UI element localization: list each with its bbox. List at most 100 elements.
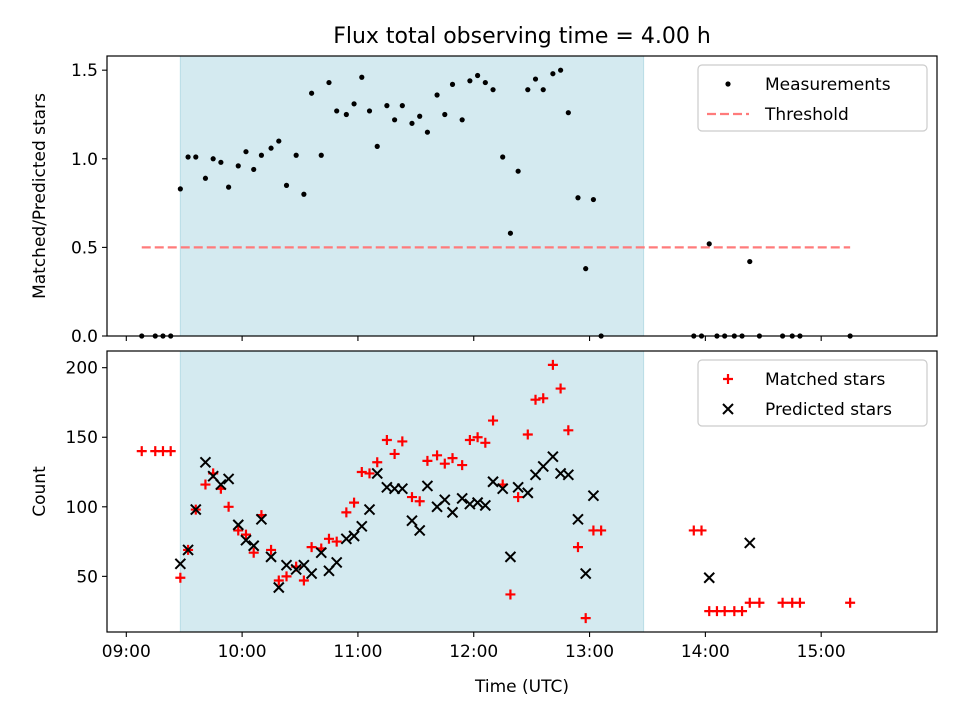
predicted-star-point [487,476,499,488]
measurement-point [268,145,274,151]
matched-star-point [364,468,375,479]
legend: Matched stars Predicted stars [697,359,928,427]
legend-label: Threshold [764,105,849,125]
x-tick-label: 14:00 [681,642,730,662]
matched-star-point [563,425,574,436]
predicted-star-point [330,556,343,569]
plot-frame [106,55,938,337]
matched-star-point [530,394,541,405]
measurement-point [343,111,349,118]
x-tick-label: 15:00 [797,642,846,662]
measurement-point [459,117,465,123]
predicted-star-point [315,547,327,559]
legend-box [697,359,928,427]
predicted-star-point [522,487,534,499]
predicted-star-point [255,513,268,526]
predicted-star-point [247,540,260,552]
measurement-point [334,108,340,114]
predicted-star-point [471,496,484,509]
predicted-star-point [199,456,212,468]
observing-window-band [179,55,645,337]
predicted-star-point [371,467,383,480]
matched-star-point [538,393,549,404]
matched-star-point [341,507,352,518]
x-tick-label: 12:00 [449,642,498,662]
matched-star-point [266,544,277,555]
measurement-point [467,78,473,84]
measurement-point [532,76,539,82]
measurement-point [490,87,496,93]
matched-star-point [233,525,244,536]
matched-star-point [298,575,309,586]
measurement-point [351,101,357,107]
measurement-point [583,266,589,272]
measurements-series [139,67,853,339]
legend-label: Measurements [765,75,891,95]
x-tick-label: 11:00 [333,642,382,662]
matched-star-point [794,597,805,608]
predicted-star-point [406,515,418,527]
predicted-star-point [446,506,459,519]
measurement-point [417,113,423,119]
matched-star-point [200,479,211,490]
matched-star-point [488,415,499,426]
measurement-point [409,120,415,126]
y-tick-label: 1.5 [71,61,98,81]
measurement-point [301,191,307,197]
matched-star-point [555,383,566,394]
matched-star-point [165,446,176,457]
predicted-star-point [572,513,584,526]
measurement-point [399,103,405,109]
measurement-point [482,79,488,86]
matched-star-point [389,448,400,459]
matched-star-point [331,536,342,547]
bottom-panel: 50 100 150 200 09:00 10:00 11:00 12:00 13:00 14:0… [30,350,938,697]
matched-star-point [356,467,367,478]
measurement-point [449,81,456,87]
x-tick-label: 13:00 [565,642,614,662]
matched-star-point [472,432,483,443]
matched-star-point [136,446,147,457]
measurement-point [258,152,265,158]
matched-star-point [223,501,234,512]
predicted-star-point [174,558,187,570]
predicted-star-point [537,460,549,473]
measurement-point [276,138,282,144]
matched-star-point [777,597,788,608]
predicted-star-point [222,473,235,485]
measurement-point [374,143,380,149]
legend-matched-swatch [723,374,733,384]
legend-label: Predicted stars [765,400,892,420]
matched-star-point [547,359,558,370]
legend-label: Matched stars [765,370,885,390]
legend: Measurements Threshold [697,64,928,132]
predicted-star-point [356,520,368,532]
predicted-star-point [273,581,285,594]
matched-star-point [522,429,533,440]
y-tick-label: 1.0 [71,150,98,170]
matched-star-point [596,525,607,536]
y-tick-label: 0.0 [71,327,98,347]
matched-star-point [281,571,292,582]
predicted-star-point [232,519,244,531]
measurement-point [226,184,232,190]
predicted-star-point [496,483,509,495]
y-tick-label: 0.5 [71,238,98,258]
matched-star-point [240,529,251,540]
measurement-point [590,196,597,203]
y-tick-label: 100 [66,498,98,518]
plot-frame [106,350,938,633]
matched-star-point [447,453,458,464]
y-axis-label: Count [30,466,50,517]
matched-star-point [349,497,360,508]
matched-star-point [719,606,730,617]
measurement-point [550,71,556,77]
measurement-point [359,74,365,80]
matched-star-point [464,435,475,446]
predicted-star-point [265,551,277,563]
measurement-point [185,154,191,160]
legend-predicted-swatch [722,403,734,415]
predicted-star-point [348,530,360,542]
predicted-star-point [363,503,376,516]
x-axis-label: Time (UTC) [474,677,569,697]
